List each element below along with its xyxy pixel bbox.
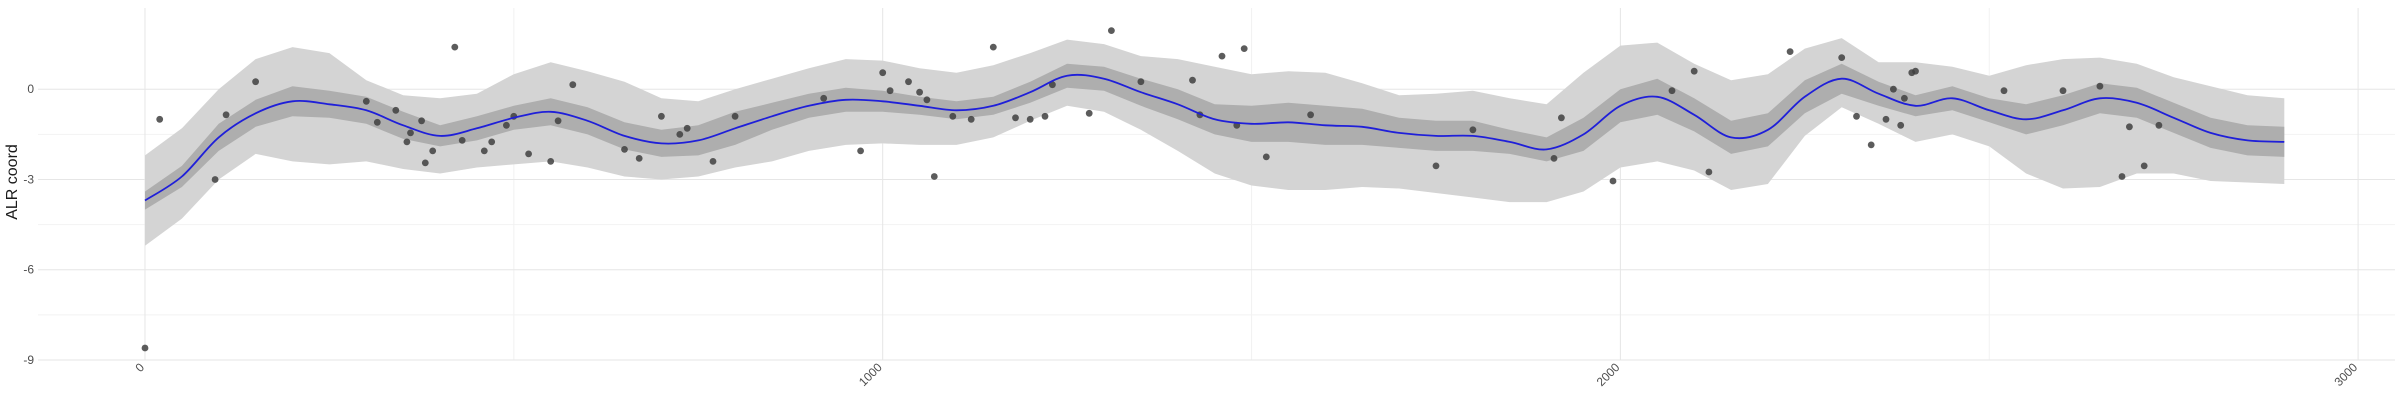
data-point <box>949 112 957 120</box>
data-point <box>392 106 400 114</box>
smooth-fit <box>144 73 2285 202</box>
data-point <box>1432 162 1440 170</box>
y-tick-label: -9 <box>23 353 34 367</box>
data-point <box>683 124 691 132</box>
data-point <box>1026 115 1034 123</box>
data-point <box>1049 81 1056 89</box>
data-point <box>421 159 429 167</box>
data-point <box>930 173 938 180</box>
data-point <box>879 69 887 77</box>
data-point <box>857 147 864 155</box>
data-point <box>1469 126 1477 134</box>
data-point <box>621 146 628 153</box>
data-point <box>480 147 488 155</box>
data-point <box>989 43 997 51</box>
data-point <box>731 112 739 120</box>
y-axis-title: ALR coord <box>4 144 21 220</box>
data-point <box>1912 67 1919 75</box>
data-point <box>211 176 219 183</box>
data-point <box>1137 78 1145 86</box>
data-point <box>2000 87 2008 95</box>
data-point <box>1108 27 1115 34</box>
data-point <box>916 88 923 96</box>
data-point <box>373 118 381 126</box>
data-point <box>923 96 931 104</box>
data-point <box>458 137 466 144</box>
x-tick-label: 0 <box>132 360 147 375</box>
data-point <box>1867 141 1875 149</box>
data-point <box>362 97 370 105</box>
data-point <box>1690 67 1698 75</box>
data-point <box>1786 48 1794 55</box>
data-point <box>1218 52 1226 60</box>
smooth-line <box>144 73 2285 202</box>
data-point <box>488 138 496 146</box>
data-point <box>429 147 437 155</box>
x-axis-ticks: 0 1000 2000 3000 <box>132 360 2360 389</box>
data-point <box>1189 76 1196 84</box>
data-point <box>1085 109 1093 117</box>
y-tick-label: -6 <box>23 263 34 277</box>
data-point <box>403 138 411 146</box>
data-point <box>451 43 459 51</box>
data-point <box>1240 45 1248 52</box>
data-point <box>141 344 149 352</box>
data-point <box>1262 153 1270 161</box>
data-point <box>635 155 643 162</box>
data-point <box>709 158 717 165</box>
outer-confidence-band <box>145 38 2285 246</box>
x-tick-label: 3000 <box>2331 360 2360 389</box>
data-point <box>2155 121 2163 129</box>
data-point <box>1890 85 1897 93</box>
data-point <box>503 121 510 129</box>
data-point <box>554 117 562 125</box>
data-point <box>886 87 894 95</box>
data-point <box>222 111 230 119</box>
data-point <box>905 78 912 86</box>
data-point <box>1901 94 1908 102</box>
y-tick-label: 0 <box>27 82 34 96</box>
data-point <box>525 150 532 158</box>
data-point <box>1012 114 1019 122</box>
data-point <box>1705 168 1713 176</box>
data-point <box>1668 87 1676 95</box>
data-point <box>1897 121 1905 129</box>
y-tick-label: -3 <box>23 172 34 186</box>
data-point <box>1558 114 1565 122</box>
data-point <box>547 158 555 165</box>
data-point <box>676 131 684 138</box>
data-point <box>658 112 665 120</box>
data-point <box>407 129 414 137</box>
data-point <box>156 115 164 123</box>
data-point <box>418 117 425 125</box>
data-point <box>1882 115 1890 123</box>
data-point <box>1838 54 1846 61</box>
minor-gridlines <box>38 8 2395 360</box>
data-point <box>2126 123 2133 131</box>
data-point <box>2059 87 2067 95</box>
major-gridlines <box>38 8 2395 361</box>
data-point <box>2140 162 2148 170</box>
data-point <box>1307 111 1314 119</box>
x-tick-label: 1000 <box>856 360 885 389</box>
data-point <box>1550 155 1558 162</box>
data-point <box>967 115 975 123</box>
data-point <box>1609 177 1617 185</box>
x-tick-label: 2000 <box>1594 360 1623 389</box>
data-point <box>2096 82 2104 90</box>
data-point <box>252 78 259 86</box>
data-point <box>1041 112 1049 120</box>
data-point <box>820 94 828 102</box>
data-point <box>1853 112 1860 120</box>
y-axis-ticks: -9 -6 -3 0 <box>23 82 34 367</box>
data-points <box>141 27 2163 352</box>
data-point <box>2118 173 2126 180</box>
confidence-bands <box>145 38 2285 246</box>
data-point <box>569 81 577 89</box>
